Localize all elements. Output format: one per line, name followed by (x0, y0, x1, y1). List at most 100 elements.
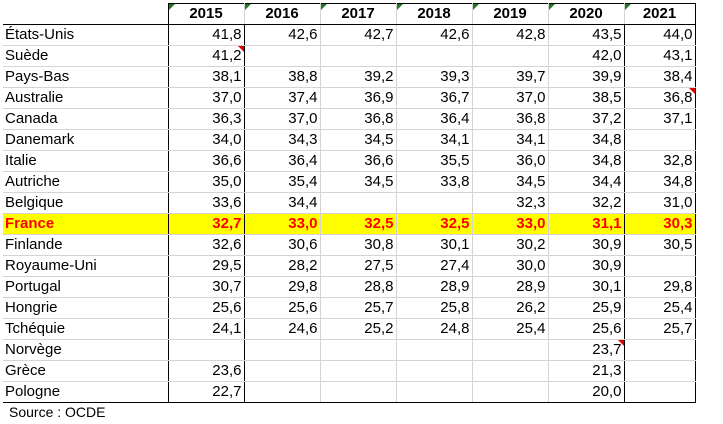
value-cell[interactable] (244, 339, 321, 361)
value-cell[interactable]: 30,8 (320, 234, 397, 256)
country-cell[interactable]: Norvège (3, 339, 169, 361)
value-cell[interactable]: 36,7 (396, 87, 473, 109)
value-cell[interactable]: 25,8 (396, 297, 473, 319)
value-cell[interactable]: 36,8 (320, 108, 397, 130)
value-cell[interactable]: 36,8 (472, 108, 549, 130)
value-cell[interactable]: 38,8 (244, 66, 321, 88)
value-cell[interactable]: 28,8 (320, 276, 397, 298)
value-cell[interactable]: 34,8 (624, 171, 696, 193)
value-cell[interactable]: 24,8 (396, 318, 473, 340)
country-cell[interactable]: Danemark (3, 129, 169, 151)
value-cell[interactable]: 34,1 (472, 129, 549, 151)
value-cell[interactable]: 31,1 (548, 213, 625, 235)
value-cell[interactable] (244, 360, 321, 382)
country-cell[interactable]: Tchéquie (3, 318, 169, 340)
value-cell[interactable]: 30,9 (548, 255, 625, 277)
value-cell[interactable]: 35,4 (244, 171, 321, 193)
value-cell[interactable]: 43,5 (548, 24, 625, 46)
year-header-3[interactable]: 2018 (395, 3, 473, 25)
value-cell[interactable]: 30,0 (472, 255, 549, 277)
value-cell[interactable]: 42,6 (244, 24, 321, 46)
value-cell[interactable]: 25,4 (624, 297, 696, 319)
country-cell[interactable]: Suède (3, 45, 169, 67)
value-cell[interactable]: 34,8 (548, 150, 625, 172)
value-cell[interactable]: 42,8 (472, 24, 549, 46)
value-cell[interactable]: 34,0 (168, 129, 245, 151)
value-cell[interactable]: 37,2 (548, 108, 625, 130)
value-cell[interactable]: 25,4 (472, 318, 549, 340)
value-cell[interactable]: 42,6 (396, 24, 473, 46)
value-cell[interactable] (472, 339, 549, 361)
value-cell[interactable]: 27,5 (320, 255, 397, 277)
value-cell[interactable]: 30,1 (548, 276, 625, 298)
value-cell[interactable] (396, 360, 473, 382)
value-cell[interactable]: 29,8 (624, 276, 696, 298)
value-cell[interactable]: 37,0 (244, 108, 321, 130)
value-cell[interactable] (624, 129, 696, 151)
value-cell[interactable]: 30,2 (472, 234, 549, 256)
value-cell[interactable]: 25,6 (548, 318, 625, 340)
value-cell[interactable]: 33,8 (396, 171, 473, 193)
value-cell[interactable] (472, 381, 549, 403)
value-cell[interactable]: 25,6 (168, 297, 245, 319)
value-cell[interactable]: 39,3 (396, 66, 473, 88)
value-cell[interactable]: 39,2 (320, 66, 397, 88)
country-cell[interactable]: Belgique (3, 192, 169, 214)
value-cell[interactable]: 32,5 (320, 213, 397, 235)
value-cell[interactable]: 32,6 (168, 234, 245, 256)
value-cell[interactable] (624, 381, 696, 403)
year-header-5[interactable]: 2020 (547, 3, 625, 25)
value-cell[interactable]: 41,8 (168, 24, 245, 46)
value-cell[interactable]: 27,4 (396, 255, 473, 277)
value-cell[interactable] (396, 381, 473, 403)
value-cell[interactable]: 36,9 (320, 87, 397, 109)
value-cell[interactable]: 30,3 (624, 213, 696, 235)
value-cell[interactable]: 41,2 (168, 45, 245, 67)
value-cell[interactable] (472, 45, 549, 67)
value-cell[interactable]: 38,4 (624, 66, 696, 88)
value-cell[interactable]: 36,3 (168, 108, 245, 130)
value-cell[interactable] (624, 339, 696, 361)
year-header-0[interactable]: 2015 (167, 3, 245, 25)
value-cell[interactable]: 36,6 (320, 150, 397, 172)
value-cell[interactable] (320, 360, 397, 382)
value-cell[interactable] (320, 381, 397, 403)
value-cell[interactable]: 30,9 (548, 234, 625, 256)
value-cell[interactable]: 43,1 (624, 45, 696, 67)
value-cell[interactable] (320, 192, 397, 214)
year-header-6[interactable]: 2021 (623, 3, 696, 25)
value-cell[interactable]: 35,0 (168, 171, 245, 193)
value-cell[interactable]: 28,2 (244, 255, 321, 277)
value-cell[interactable]: 24,6 (244, 318, 321, 340)
value-cell[interactable]: 23,6 (168, 360, 245, 382)
value-cell[interactable]: 31,0 (624, 192, 696, 214)
year-header-2[interactable]: 2017 (319, 3, 397, 25)
value-cell[interactable]: 22,7 (168, 381, 245, 403)
value-cell[interactable]: 34,4 (548, 171, 625, 193)
country-cell[interactable]: Finlande (3, 234, 169, 256)
value-cell[interactable]: 35,5 (396, 150, 473, 172)
country-cell[interactable]: Portugal (3, 276, 169, 298)
value-cell[interactable]: 25,2 (320, 318, 397, 340)
value-cell[interactable]: 30,5 (624, 234, 696, 256)
value-cell[interactable]: 28,9 (472, 276, 549, 298)
value-cell[interactable] (396, 339, 473, 361)
value-cell[interactable]: 39,7 (472, 66, 549, 88)
value-cell[interactable]: 32,8 (624, 150, 696, 172)
value-cell[interactable]: 42,0 (548, 45, 625, 67)
value-cell[interactable]: 36,4 (396, 108, 473, 130)
country-cell[interactable]: Canada (3, 108, 169, 130)
value-cell[interactable] (396, 192, 473, 214)
value-cell[interactable]: 37,4 (244, 87, 321, 109)
value-cell[interactable]: 37,1 (624, 108, 696, 130)
value-cell[interactable]: 32,5 (396, 213, 473, 235)
value-cell[interactable]: 37,0 (168, 87, 245, 109)
corner-cell[interactable] (3, 3, 169, 25)
value-cell[interactable] (244, 381, 321, 403)
country-cell[interactable]: Italie (3, 150, 169, 172)
country-cell[interactable]: Australie (3, 87, 169, 109)
value-cell[interactable] (624, 360, 696, 382)
value-cell[interactable]: 21,3 (548, 360, 625, 382)
value-cell[interactable]: 33,0 (472, 213, 549, 235)
value-cell[interactable] (320, 339, 397, 361)
